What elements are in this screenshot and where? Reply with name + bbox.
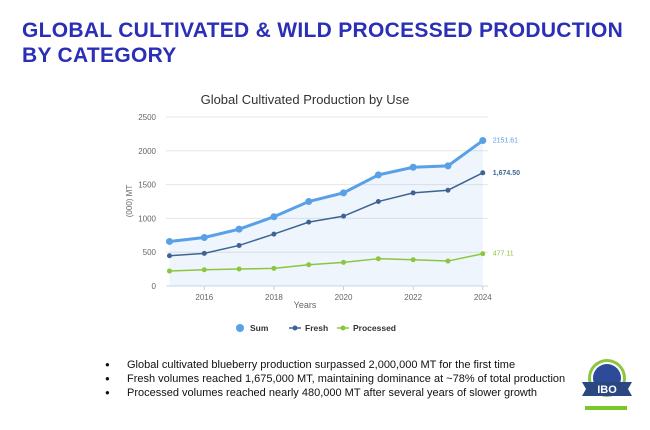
bullet: Fresh volumes reached 1,675,000 MT, main…: [105, 372, 565, 386]
y-tick-label: 1000: [138, 214, 156, 223]
slide-title: GLOBAL CULTIVATED & WILD PROCESSED PRODU…: [22, 19, 624, 67]
data-label: 477.11: [493, 251, 514, 258]
x-tick-label: 2020: [335, 293, 353, 302]
data-point: [445, 187, 451, 193]
bullet: Processed volumes reached nearly 480,000…: [105, 386, 565, 400]
data-point: [409, 163, 417, 171]
data-point: [375, 199, 381, 204]
data-point: [235, 225, 243, 233]
y-axis-label: (000) MT: [125, 185, 134, 218]
y-tick-label: 2500: [138, 113, 156, 122]
bullet: Global cultivated blueberry production s…: [105, 358, 565, 372]
data-point: [410, 257, 416, 263]
data-point: [201, 250, 207, 256]
legend-label: Sum: [250, 323, 269, 333]
data-point: [236, 266, 242, 272]
data-point: [271, 265, 277, 271]
plot-area: [166, 117, 488, 286]
bullet-list: Global cultivated blueberry production s…: [105, 358, 565, 400]
series-line-fresh: [169, 172, 484, 257]
series-line-sum: [169, 139, 484, 243]
data-point: [341, 213, 347, 219]
x-tick-label: 2024: [474, 293, 492, 302]
y-tick-label: 500: [143, 248, 157, 257]
data-point: [374, 171, 382, 179]
data-point: [200, 233, 208, 241]
data-point: [166, 268, 172, 274]
x-tick-label: 2016: [195, 293, 213, 302]
sum-area: [169, 140, 483, 286]
data-label: 2151.61: [493, 138, 518, 145]
x-axis-label: Years: [294, 300, 317, 310]
data-point: [201, 267, 207, 273]
data-point: [270, 213, 278, 221]
data-point: [236, 242, 242, 248]
series-line-processed: [169, 253, 483, 272]
data-point: [305, 198, 313, 205]
svg-text:IBO: IBO: [597, 384, 617, 396]
data-point: [306, 262, 312, 268]
legend-label: Processed: [353, 323, 396, 333]
data-point: [340, 189, 348, 197]
legend-marker: [292, 325, 298, 331]
data-point: [165, 237, 173, 245]
data-point: [479, 137, 487, 145]
y-tick-label: 1500: [138, 181, 156, 190]
data-point: [271, 231, 277, 237]
data-point: [375, 256, 381, 262]
y-tick-label: 2000: [138, 147, 156, 156]
legend-marker: [236, 324, 244, 332]
legend-marker: [340, 325, 346, 331]
data-point: [341, 259, 347, 265]
data-point: [166, 253, 172, 259]
data-point: [480, 251, 486, 257]
data-point: [444, 162, 452, 170]
legend-label: Fresh: [305, 323, 328, 333]
x-tick-label: 2022: [404, 293, 422, 302]
chart: Global Cultivated Production by Use 0 500 1…: [125, 92, 520, 333]
y-tick-label: 0: [152, 282, 157, 291]
chart-title: Global Cultivated Production by Use: [201, 92, 410, 107]
data-point: [480, 170, 486, 176]
ibo-logo: IBO: [582, 359, 632, 410]
data-point: [410, 190, 416, 196]
data-point: [445, 258, 451, 264]
data-label: 1,674.50: [493, 170, 520, 177]
data-point: [306, 219, 312, 225]
x-tick-label: 2018: [265, 293, 283, 302]
